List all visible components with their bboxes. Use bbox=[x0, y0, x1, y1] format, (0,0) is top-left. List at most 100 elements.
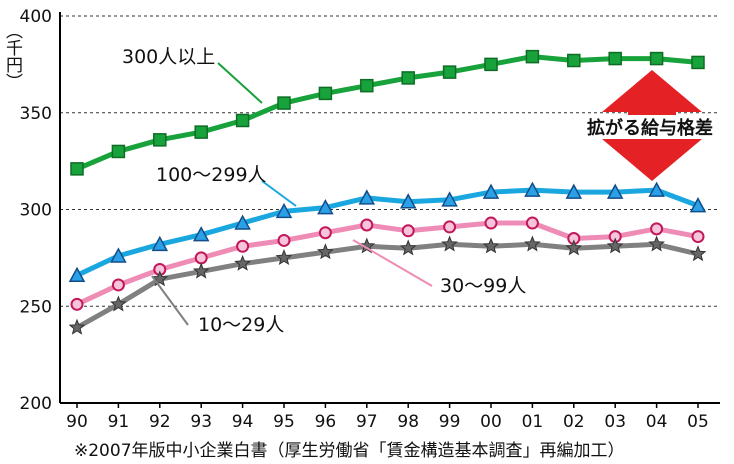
data-point bbox=[110, 295, 127, 312]
y-tick-label: 350 bbox=[20, 104, 52, 124]
data-point bbox=[192, 226, 210, 242]
data-point bbox=[111, 144, 126, 159]
x-tick-label: 98 bbox=[397, 412, 419, 432]
series-label: 100〜299人 bbox=[156, 164, 267, 186]
x-tick-label: 92 bbox=[149, 412, 171, 432]
x-tick-label: 95 bbox=[273, 412, 295, 432]
data-point bbox=[691, 230, 705, 244]
data-point bbox=[401, 224, 415, 238]
x-tick-label: 94 bbox=[232, 412, 254, 432]
data-point bbox=[236, 239, 250, 253]
data-point bbox=[318, 226, 332, 240]
data-point bbox=[194, 251, 208, 265]
series-label: 10〜29人 bbox=[198, 314, 284, 336]
data-point bbox=[360, 78, 374, 93]
data-point bbox=[358, 189, 376, 205]
x-tick-label: 91 bbox=[108, 412, 130, 432]
y-axis-unit: （千円） bbox=[2, 22, 23, 90]
data-point bbox=[606, 183, 624, 199]
data-point bbox=[317, 243, 334, 260]
data-point bbox=[401, 71, 415, 85]
callout-arrow: 拡がる給与格差 bbox=[585, 70, 730, 181]
data-point bbox=[235, 113, 250, 128]
x-tick-label: 01 bbox=[522, 412, 544, 432]
series-label: 300人以上 bbox=[122, 46, 215, 68]
data-point bbox=[70, 297, 84, 311]
data-point bbox=[153, 133, 167, 147]
data-point bbox=[689, 197, 707, 213]
data-point bbox=[277, 96, 291, 110]
x-tick-label: 05 bbox=[687, 412, 709, 432]
y-tick-label: 200 bbox=[20, 394, 52, 414]
data-point bbox=[68, 266, 86, 283]
series-line bbox=[75, 241, 699, 330]
series-lines bbox=[68, 49, 707, 335]
data-point bbox=[441, 191, 458, 207]
x-tick-label: 97 bbox=[356, 412, 378, 432]
data-point bbox=[192, 262, 210, 279]
data-point bbox=[649, 51, 664, 66]
data-point bbox=[689, 245, 707, 262]
data-point bbox=[275, 202, 293, 219]
x-tick-label: 04 bbox=[646, 412, 668, 432]
data-point bbox=[482, 237, 500, 254]
series-line bbox=[75, 220, 699, 307]
x-tick-label: 00 bbox=[480, 412, 502, 432]
data-point bbox=[525, 49, 540, 64]
data-point bbox=[524, 181, 541, 197]
leader-line bbox=[352, 239, 433, 287]
series-labels: 300人以上 100〜299人 30〜99人 10〜29人 bbox=[122, 46, 526, 336]
x-tick-label: 02 bbox=[563, 412, 585, 432]
series-label: 30〜99人 bbox=[440, 275, 526, 297]
x-tick-label: 99 bbox=[439, 412, 461, 432]
data-point bbox=[691, 55, 705, 70]
y-tick-label: 400 bbox=[20, 7, 52, 27]
y-axis-ticks: 200 250 300 350 400 bbox=[20, 7, 52, 414]
data-point bbox=[525, 216, 539, 230]
x-tick-label: 96 bbox=[315, 412, 337, 432]
leader-line bbox=[261, 180, 297, 207]
data-point bbox=[484, 57, 498, 72]
data-point bbox=[360, 218, 374, 232]
data-point bbox=[70, 162, 84, 176]
data-point bbox=[608, 51, 622, 66]
data-point bbox=[318, 86, 333, 101]
data-point bbox=[565, 239, 583, 256]
y-tick-label: 300 bbox=[20, 201, 52, 221]
data-point bbox=[110, 247, 127, 263]
x-tick-label: 93 bbox=[190, 412, 212, 432]
leader-line bbox=[217, 62, 263, 104]
data-point bbox=[194, 125, 208, 139]
data-point bbox=[648, 235, 666, 252]
data-point bbox=[151, 270, 169, 287]
data-point bbox=[442, 65, 457, 79]
data-point bbox=[399, 239, 417, 256]
data-point bbox=[68, 318, 86, 335]
series-line bbox=[76, 54, 699, 172]
gridlines bbox=[60, 15, 720, 307]
leader-line bbox=[151, 275, 189, 326]
axes bbox=[59, 12, 720, 404]
data-point bbox=[523, 235, 541, 252]
data-point bbox=[482, 183, 500, 199]
data-point bbox=[277, 233, 291, 247]
data-point bbox=[443, 220, 457, 234]
y-tick-label: 250 bbox=[20, 297, 52, 317]
data-point bbox=[441, 235, 459, 252]
series-2 bbox=[68, 181, 707, 283]
series-1 bbox=[70, 49, 705, 176]
data-point bbox=[275, 249, 293, 265]
data-point bbox=[399, 193, 417, 209]
callout-label: 拡がる給与格差 bbox=[587, 117, 713, 139]
data-point bbox=[567, 53, 581, 68]
series-line bbox=[75, 187, 699, 278]
data-point bbox=[234, 254, 251, 271]
series-4 bbox=[68, 235, 707, 335]
data-point bbox=[234, 214, 251, 230]
series-3 bbox=[70, 216, 705, 311]
source-note: ※2007年版中小企業白書（厚生労働省「賃金構造基本調査」再編加工） bbox=[74, 441, 625, 461]
data-point bbox=[648, 181, 665, 197]
data-point bbox=[606, 237, 624, 254]
